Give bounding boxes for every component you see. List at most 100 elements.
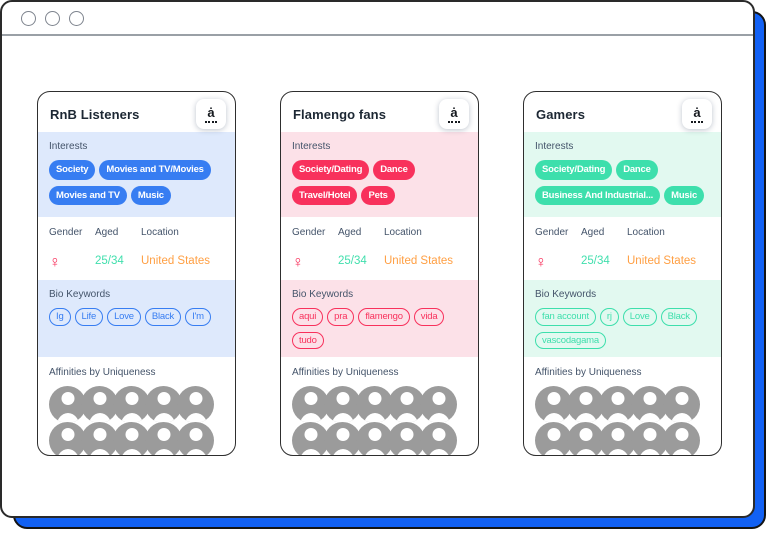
browser-window: RnB Listeners ȧ Interests Society Movies… — [0, 0, 755, 518]
bio-keyword-tag: Love — [107, 308, 141, 326]
audiense-logo-badge: ȧ — [682, 99, 712, 129]
affinities-section: Affinities by Uniqueness — [38, 357, 235, 455]
bio-keyword-tag: vascodagama — [535, 331, 606, 349]
person-avatar — [663, 386, 700, 423]
persona-cards-row: RnB Listeners ȧ Interests Society Movies… — [37, 91, 753, 456]
card-title: Flamengo fans — [293, 107, 387, 122]
affinities-label: Affinities by Uniqueness — [49, 367, 156, 378]
person-avatar — [356, 422, 393, 455]
interest-tag: Movies and TV/Movies — [99, 160, 211, 180]
persona-card-flamengo-fans: Flamengo fans ȧ Interests Society/Dating… — [280, 91, 479, 456]
interest-tag: Society/Dating — [535, 160, 613, 180]
card-title: RnB Listeners — [50, 107, 140, 122]
interest-tag: Business And Industrial... — [535, 185, 661, 205]
interests-label: Interests — [535, 141, 574, 152]
person-avatar — [567, 422, 604, 455]
location-label: Location — [384, 227, 422, 238]
person-avatar — [292, 422, 329, 455]
interest-tag: Dance — [616, 160, 658, 180]
bio-keyword-tag: vida — [413, 308, 445, 326]
interests-label: Interests — [292, 141, 331, 152]
audiense-logo-badge: ȧ — [196, 99, 226, 129]
person-avatar — [631, 422, 668, 455]
window-control-maximize-icon[interactable] — [69, 10, 84, 26]
person-avatar — [356, 386, 393, 423]
interest-tag: Travel/Hotel — [292, 185, 358, 205]
location-label: Location — [627, 227, 665, 238]
interests-section: Interests Society/Dating Dance Travel/Ho… — [281, 132, 478, 217]
bio-keywords-label: Bio Keywords — [49, 289, 111, 300]
bio-keywords-label: Bio Keywords — [292, 289, 354, 300]
person-avatar — [177, 386, 214, 423]
person-avatar — [113, 386, 150, 423]
bio-keyword-tag: rj — [599, 308, 619, 326]
card-header: RnB Listeners ȧ — [38, 92, 235, 132]
person-avatar — [81, 386, 118, 423]
aged-label: Aged — [581, 227, 605, 238]
gender-label: Gender — [49, 227, 83, 238]
audiense-logo-icon: ȧ — [448, 106, 460, 123]
interest-tag: Pets — [361, 185, 395, 205]
card-header: Flamengo fans ȧ — [281, 92, 478, 132]
person-avatar — [292, 386, 329, 423]
card-header: Gamers ȧ — [524, 92, 721, 132]
person-avatar — [535, 386, 572, 423]
person-avatar — [388, 422, 425, 455]
person-avatar — [49, 386, 86, 423]
interest-tag: Movies and TV — [49, 185, 127, 205]
bio-keywords-section: Bio Keywords fan account rj Love Black v… — [524, 280, 721, 357]
female-icon: ♀ — [49, 253, 61, 271]
interests-section: Interests Society Movies and TV/Movies M… — [38, 132, 235, 217]
aged-label: Aged — [95, 227, 119, 238]
person-avatar — [388, 386, 425, 423]
card-title: Gamers — [536, 107, 586, 122]
interest-tag: Music — [664, 185, 705, 205]
browser-titlebar — [2, 2, 753, 36]
gender-label: Gender — [535, 227, 569, 238]
bio-keyword-tag: Black — [144, 308, 182, 326]
location-value: United States — [141, 254, 211, 267]
bio-keyword-tags: aqui pra flamengo vida tudo — [292, 308, 470, 349]
bio-keywords-section: Bio Keywords Ig Life Love Black I'm — [38, 280, 235, 357]
person-avatar — [599, 386, 636, 423]
person-avatar — [599, 422, 636, 455]
aged-value: 25/34 — [338, 254, 367, 267]
person-avatar — [420, 386, 457, 423]
bio-keyword-tag: Ig — [49, 308, 71, 326]
person-avatar — [81, 422, 118, 455]
avatar-row — [535, 386, 710, 423]
demographics-section: Gender Aged Location ♀ 25/34 United Stat… — [524, 217, 721, 280]
interests-section: Interests Society/Dating Dance Business … — [524, 132, 721, 217]
affinities-label: Affinities by Uniqueness — [292, 367, 399, 378]
affinities-section: Affinities by Uniqueness — [524, 357, 721, 455]
bio-keyword-tag: flamengo — [358, 308, 410, 326]
window-control-minimize-icon[interactable] — [45, 10, 60, 26]
avatar-row — [535, 422, 710, 455]
audiense-logo-badge: ȧ — [439, 99, 469, 129]
persona-card-gamers: Gamers ȧ Interests Society/Dating Dance … — [523, 91, 722, 456]
person-avatar — [663, 422, 700, 455]
location-value: United States — [627, 254, 697, 267]
avatar-row — [49, 386, 224, 423]
bio-keyword-tag: fan account — [535, 308, 596, 326]
person-avatar — [177, 422, 214, 455]
person-avatar — [145, 386, 182, 423]
female-icon: ♀ — [535, 253, 547, 271]
interest-tag: Music — [130, 185, 171, 205]
person-avatar — [324, 422, 361, 455]
window-control-close-icon[interactable] — [21, 10, 36, 26]
bio-keyword-tags: Ig Life Love Black I'm — [49, 308, 227, 326]
interest-tags: Society/Dating Dance Business And Indust… — [535, 160, 713, 205]
demographics-section: Gender Aged Location ♀ 25/34 United Stat… — [38, 217, 235, 280]
avatar-row — [49, 422, 224, 455]
bio-keyword-tag: aqui — [292, 308, 324, 326]
avatar-row — [292, 422, 467, 455]
person-avatar — [631, 386, 668, 423]
affinities-section: Affinities by Uniqueness — [281, 357, 478, 455]
bio-keyword-tag: Love — [622, 308, 657, 326]
person-avatar — [567, 386, 604, 423]
bio-keyword-tags: fan account rj Love Black vascodagama — [535, 308, 713, 349]
person-avatar — [535, 422, 572, 455]
affinities-label: Affinities by Uniqueness — [535, 367, 642, 378]
